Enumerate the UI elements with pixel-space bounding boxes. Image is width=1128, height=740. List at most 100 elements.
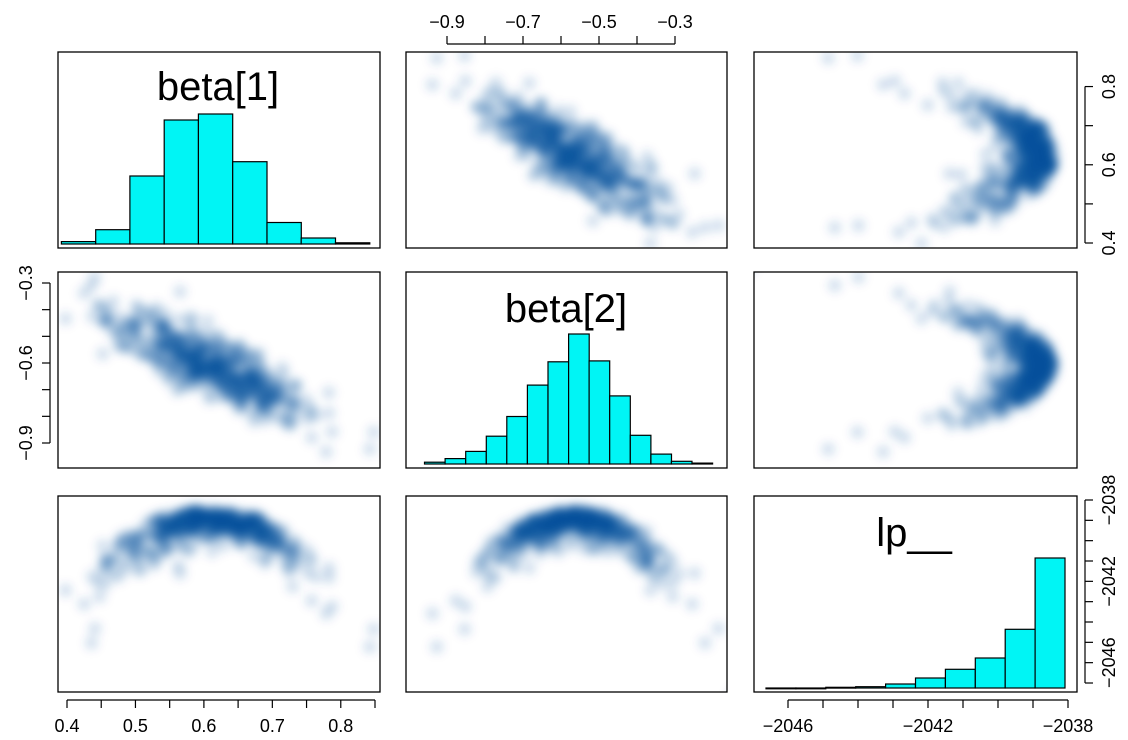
density-point — [173, 513, 187, 527]
density-point — [904, 298, 918, 312]
density-point — [943, 167, 957, 181]
label-beta2: beta[2] — [505, 287, 627, 331]
hist-bar — [527, 385, 548, 464]
hist-bar — [610, 396, 631, 464]
density-point — [363, 640, 377, 654]
density-point — [105, 324, 119, 338]
density-point — [502, 537, 516, 551]
density-point — [148, 322, 162, 336]
density-point — [1002, 150, 1016, 164]
density-point — [471, 555, 485, 569]
density-point — [958, 395, 972, 409]
tick-label: −0.9 — [429, 12, 465, 32]
density-point — [630, 161, 644, 175]
density-point — [712, 219, 726, 233]
density-point — [592, 168, 606, 182]
hist-bar — [96, 230, 130, 244]
density-point — [173, 566, 187, 580]
density-point — [624, 208, 638, 222]
tick-label: −0.7 — [505, 12, 541, 32]
hist-bar — [886, 684, 916, 688]
density-point — [1003, 182, 1017, 196]
density-point — [201, 314, 215, 328]
density-point — [425, 607, 439, 621]
density-point — [876, 445, 890, 459]
density-point — [651, 176, 665, 190]
hist-bar — [1005, 629, 1035, 688]
density-point — [955, 168, 969, 182]
label-beta1: beta[1] — [157, 65, 279, 109]
density-point — [531, 160, 545, 174]
density-point — [249, 509, 263, 523]
density-point — [173, 285, 187, 299]
density-point — [202, 392, 216, 406]
density-point — [425, 78, 439, 92]
density-point — [31, 688, 45, 702]
density-point — [501, 520, 515, 534]
density-point — [183, 329, 197, 343]
tick-label: 0.7 — [260, 716, 285, 736]
density-point — [615, 161, 629, 175]
hist-bar — [267, 223, 301, 245]
density-point — [1002, 344, 1016, 358]
hist-beta2 — [425, 334, 713, 464]
density-point — [85, 636, 99, 650]
density-point — [961, 193, 975, 207]
density-point — [502, 118, 516, 132]
tick-label: 0.4 — [54, 716, 79, 736]
hist-bar — [445, 459, 466, 464]
density-point — [173, 353, 187, 367]
density-point — [96, 539, 110, 553]
density-point — [275, 386, 289, 400]
hist-lp — [766, 558, 1065, 689]
density-point — [828, 278, 842, 292]
density-point — [96, 347, 110, 361]
density-point — [220, 390, 234, 404]
density-point — [828, 221, 842, 235]
tick-label: 0.5 — [123, 716, 148, 736]
density-point — [322, 386, 336, 400]
density-point — [615, 524, 629, 538]
density-point — [980, 346, 994, 360]
density-point — [238, 346, 252, 360]
density-point — [283, 410, 297, 424]
tick-label: 0.4 — [1099, 230, 1119, 255]
density-point — [1030, 167, 1044, 181]
density-point — [458, 622, 472, 636]
x-axis-beta1: 0.4 0.5 0.6 0.7 0.8 — [54, 700, 375, 736]
density-point — [959, 115, 973, 129]
hist-bar — [301, 238, 335, 244]
density-point — [727, 688, 741, 702]
y-axis-lp-right: −2038−2042−2046 — [1085, 475, 1119, 688]
density-point — [921, 98, 935, 112]
tick-label: 0.8 — [328, 716, 353, 736]
density-point — [363, 442, 377, 456]
density-point — [992, 118, 1006, 132]
density-point — [942, 295, 956, 309]
density-point — [201, 530, 215, 544]
density-point — [888, 425, 902, 439]
density-point — [123, 527, 137, 541]
density-point — [968, 208, 982, 222]
density-point — [892, 286, 906, 300]
density-point — [322, 406, 336, 420]
density-point — [251, 359, 265, 373]
density-point — [587, 127, 601, 141]
density-point — [186, 363, 200, 377]
density-point — [627, 182, 641, 196]
scatter-beta1-vs-beta2 — [31, 261, 380, 459]
density-point — [254, 537, 268, 551]
tick-label: −0.3 — [657, 12, 693, 32]
scatter-beta2-vs-beta1 — [425, 49, 741, 267]
density-point — [157, 517, 171, 531]
density-point — [986, 307, 1000, 321]
tick-label: −0.5 — [581, 12, 617, 32]
hist-bar — [692, 463, 713, 464]
density-point — [319, 607, 333, 621]
density-point — [148, 530, 162, 544]
hist-bar — [548, 362, 569, 464]
density-point — [198, 507, 212, 521]
density-point — [892, 225, 906, 239]
density-point — [560, 159, 574, 173]
hist-bar — [856, 687, 886, 688]
